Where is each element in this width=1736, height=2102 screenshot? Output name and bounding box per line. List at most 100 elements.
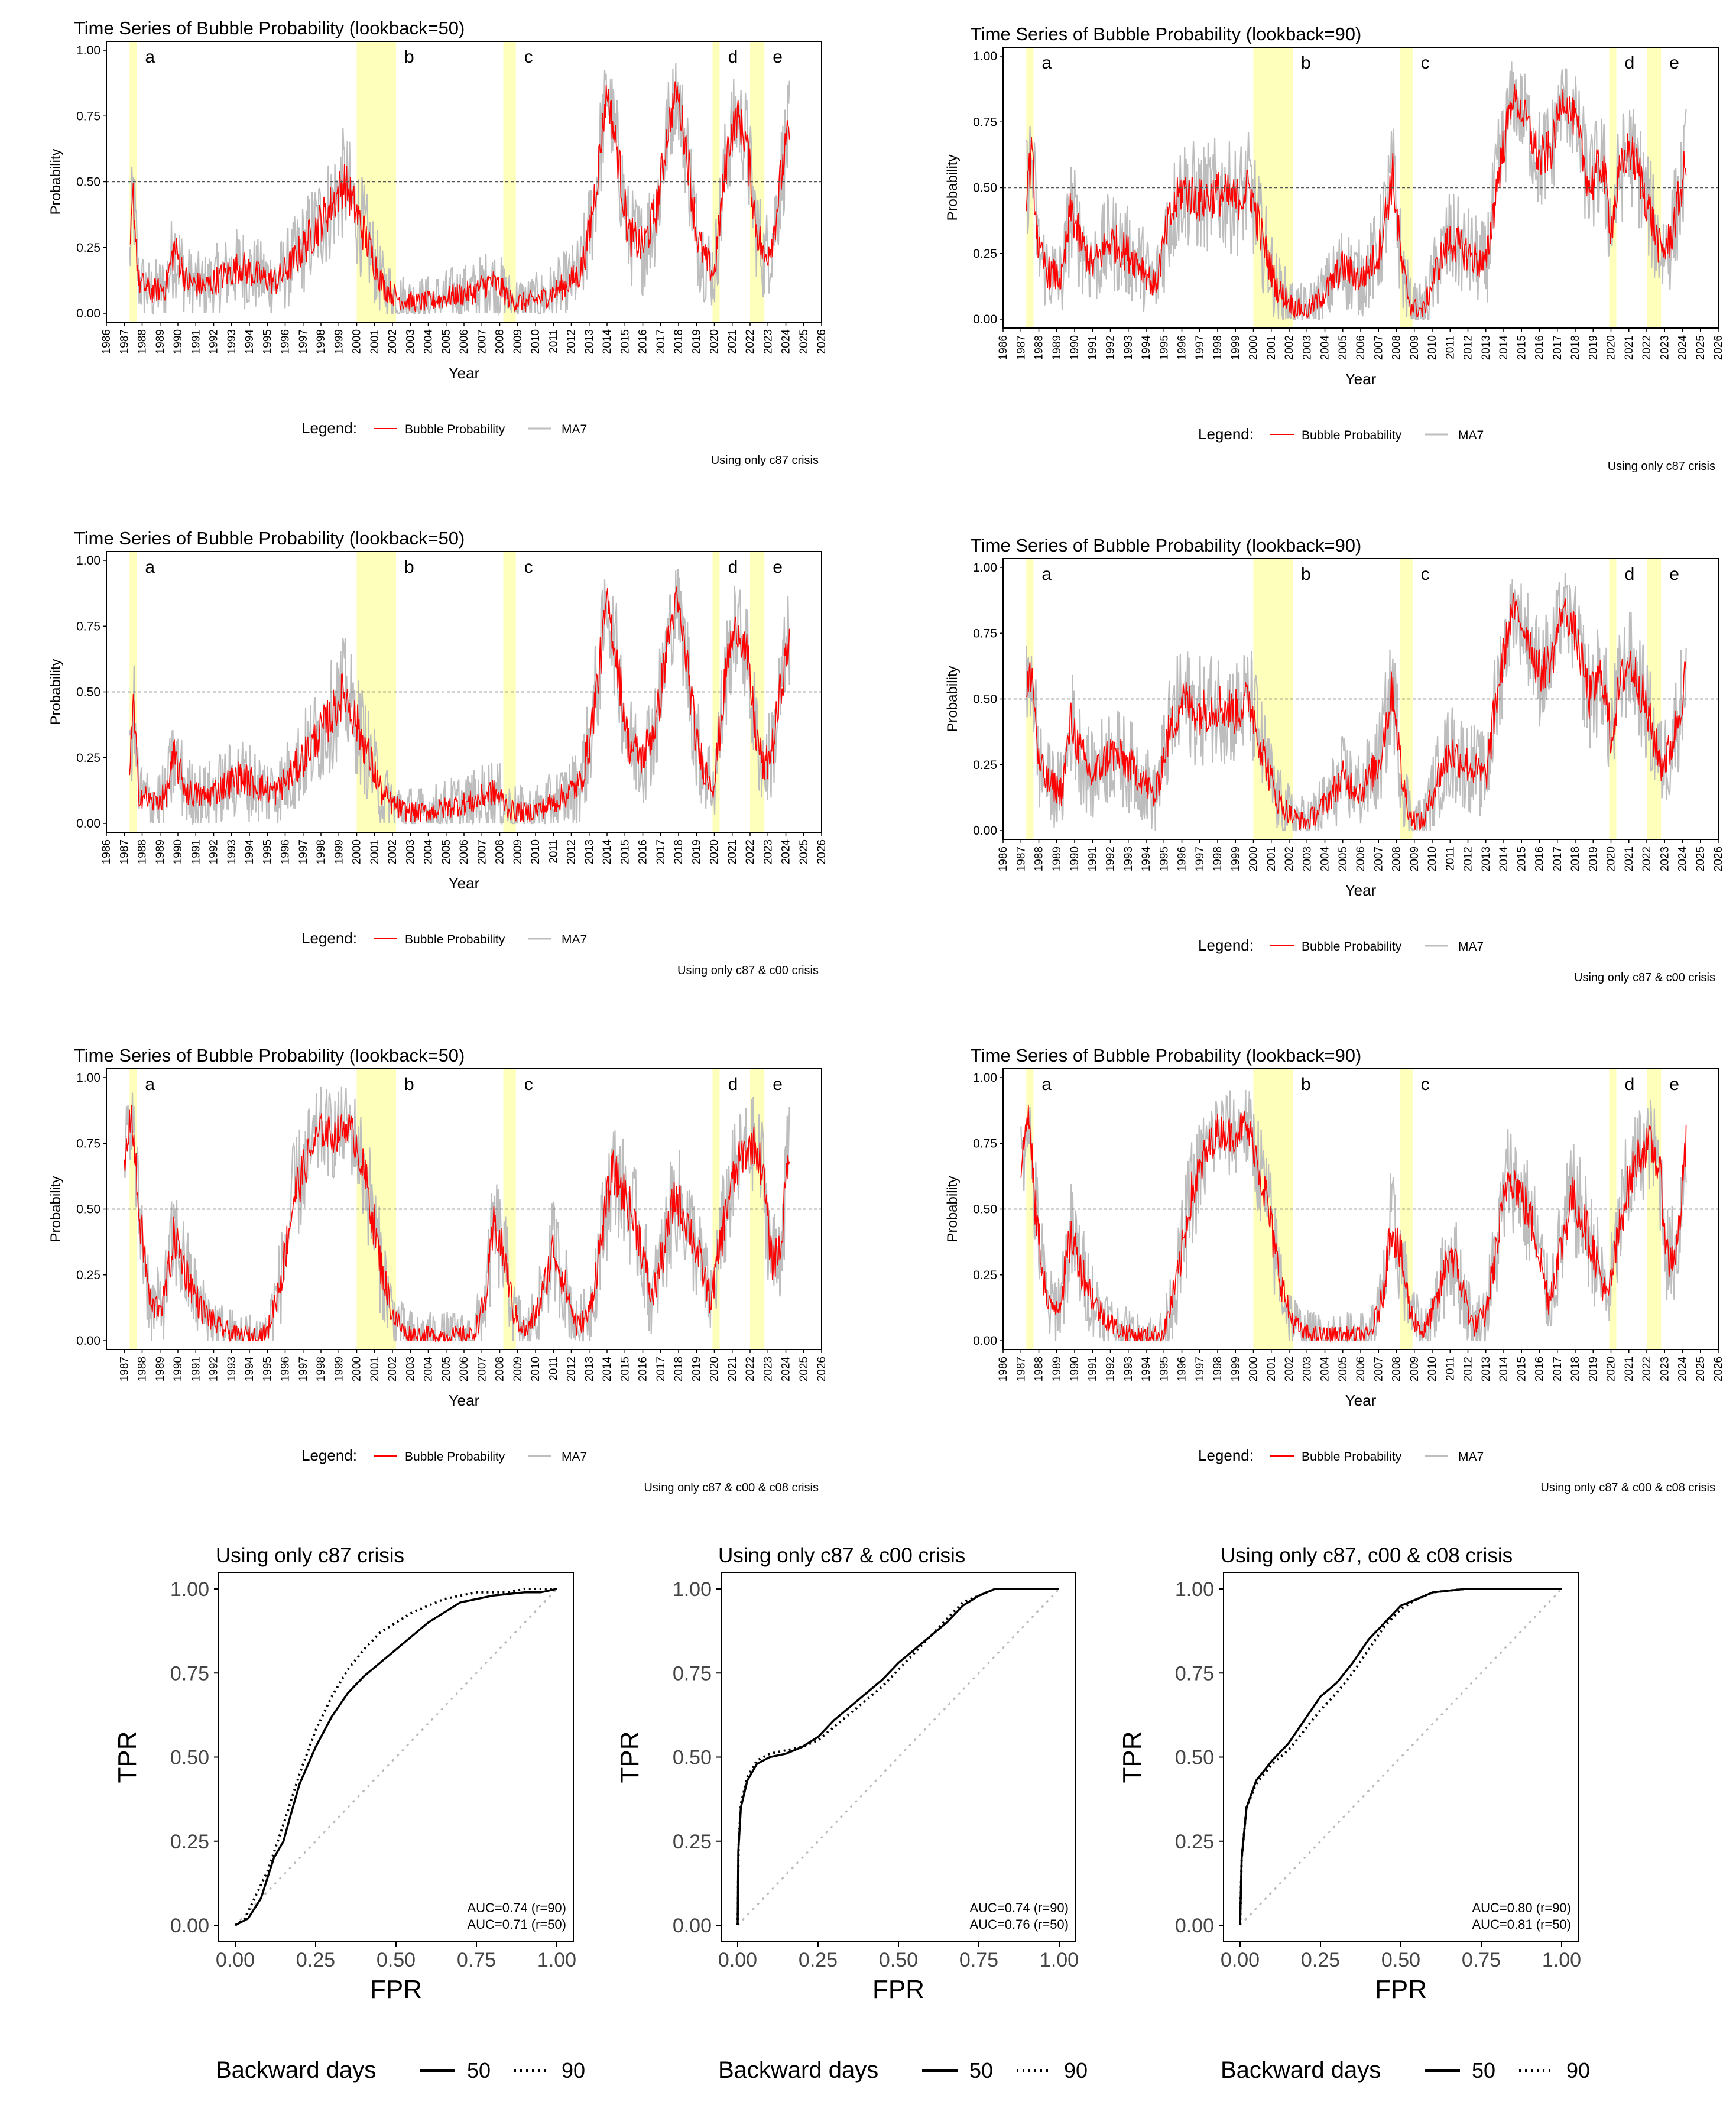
x-tick-label: 2012 [1462, 335, 1475, 360]
roc-auc-label: AUC=0.81 (r=50) [1472, 1917, 1571, 1932]
x-tick-label: 1986 [997, 846, 1010, 871]
crisis-label-e: e [773, 1075, 783, 1094]
x-tick-label: 1998 [315, 329, 327, 354]
series-bubble-probability [129, 586, 790, 823]
legend-label-bubble: Bubble Probability [1302, 429, 1402, 442]
x-tick-label: 2002 [387, 839, 399, 864]
y-tick-label: 0.25 [973, 758, 997, 772]
x-tick-label: 1990 [1069, 846, 1081, 871]
roc-curve-50 [235, 1588, 557, 1926]
x-tick-label: 2020 [709, 1357, 721, 1381]
x-tick-label: 1997 [1194, 846, 1206, 871]
panel-title: Time Series of Bubble Probability (lookb… [971, 1045, 1361, 1066]
x-tick-label: 1996 [1176, 846, 1189, 871]
y-axis-label: Probability [48, 1176, 64, 1242]
x-tick-label: 2016 [1534, 846, 1546, 871]
x-tick-label: 2019 [1587, 1357, 1599, 1381]
y-tick-label: 0.25 [76, 241, 100, 255]
crisis-label-b: b [1301, 565, 1311, 584]
y-tick-label: 0.50 [76, 686, 100, 699]
x-tick-label: 2017 [655, 839, 667, 864]
x-tick-label: 2015 [619, 839, 631, 864]
x-tick-label: 2002 [1283, 846, 1296, 871]
x-tick-label: 1996 [280, 329, 292, 354]
legend-label-bubble: Bubble Probability [405, 423, 505, 436]
x-tick-label: 2005 [440, 839, 453, 864]
x-tick-label: 2005 [440, 1357, 453, 1381]
crisis-label-a: a [1041, 1075, 1052, 1094]
x-tick-label: 2020 [1605, 1357, 1618, 1381]
crisis-label-a: a [145, 557, 155, 577]
roc-x-tick-label: 0.00 [718, 1949, 757, 1971]
x-tick-label: 2025 [798, 329, 810, 354]
x-tick-label: 1993 [1122, 1357, 1135, 1381]
x-tick-label: 2003 [1301, 846, 1313, 871]
x-tick-label: 2016 [1534, 335, 1546, 360]
y-axis-label: Probability [945, 666, 961, 732]
crisis-label-d: d [1625, 1075, 1635, 1094]
x-tick-label: 2002 [1283, 1357, 1296, 1381]
x-tick-label: 2005 [1337, 1357, 1349, 1381]
series-bubble-probability [124, 1105, 790, 1342]
x-tick-label: 1993 [1122, 846, 1135, 871]
x-tick-label: 2025 [1695, 1357, 1707, 1381]
panel-title: Time Series of Bubble Probability (lookb… [74, 528, 465, 549]
y-axis-label: Probability [945, 1176, 961, 1242]
x-tick-label: 2002 [387, 1357, 399, 1381]
x-tick-label: 2017 [1552, 335, 1564, 360]
roc-x-tick-label: 0.25 [296, 1949, 335, 1971]
legend-title: Legend: [1198, 425, 1254, 443]
roc-y-tick-label: 0.00 [1175, 1915, 1214, 1937]
x-tick-label: 2000 [351, 839, 364, 864]
series-ma7 [1026, 61, 1687, 320]
x-tick-label: 2001 [369, 329, 381, 354]
roc-legend-label-50: 50 [1472, 2058, 1495, 2082]
roc-x-tick-label: 0.25 [1301, 1949, 1340, 1971]
x-tick-label: 2023 [762, 329, 774, 354]
x-tick-label: 1991 [1086, 1357, 1099, 1381]
roc-legend-title: Backward days [1221, 2057, 1381, 2083]
series-bubble-probability [129, 81, 790, 313]
x-tick-label: 1999 [333, 329, 345, 354]
x-tick-label: 2000 [1248, 1357, 1260, 1381]
x-tick-label: 1994 [244, 329, 256, 355]
roc-diagonal [1239, 1588, 1563, 1926]
legend-title: Legend: [301, 929, 357, 947]
crisis-label-c: c [1421, 53, 1430, 73]
y-axis-label: Probability [48, 659, 64, 725]
x-tick-label: 1990 [172, 1357, 184, 1381]
roc-title: Using only c87 crisis [216, 1544, 404, 1567]
crisis-band-c [1400, 47, 1413, 328]
x-tick-label: 2022 [1641, 846, 1653, 871]
x-tick-label: 2013 [583, 839, 596, 864]
x-tick-label: 1999 [333, 1357, 345, 1381]
legend-label-ma7: MA7 [1458, 1450, 1484, 1464]
x-tick-label: 2016 [637, 329, 650, 354]
y-tick-label: 0.00 [76, 1334, 100, 1348]
ts-panel-ts-c87c00-50: Time Series of Bubble Probability (lookb… [48, 528, 828, 977]
x-tick-label: 2014 [1498, 1357, 1510, 1382]
legend-label-ma7: MA7 [1458, 940, 1484, 953]
y-tick-label: 0.75 [76, 619, 100, 633]
y-axis-label: Probability [48, 148, 64, 215]
x-tick-label: 1986 [997, 1357, 1010, 1381]
x-tick-label: 2000 [1248, 846, 1260, 871]
x-tick-label: 1998 [315, 839, 327, 864]
x-tick-label: 2024 [780, 1357, 793, 1382]
crisis-label-a: a [1041, 53, 1052, 73]
x-tick-label: 2020 [709, 839, 721, 864]
x-tick-label: 2011 [1444, 335, 1456, 359]
roc-y-tick-label: 0.25 [673, 1831, 712, 1853]
x-tick-label: 1999 [333, 839, 345, 864]
x-tick-label: 2024 [1677, 335, 1689, 361]
y-tick-label: 1.00 [76, 554, 100, 567]
roc-x-tick-label: 0.00 [216, 1949, 255, 1971]
series-bubble-probability [1020, 1105, 1687, 1342]
x-tick-label: 1988 [137, 329, 149, 354]
roc-y-tick-label: 0.50 [673, 1747, 712, 1769]
x-tick-label: 2026 [816, 329, 828, 354]
ts-panel-ts-c87c00-90: Time Series of Bubble Probability (lookb… [945, 535, 1725, 984]
x-tick-label: 1994 [1140, 1357, 1153, 1382]
x-tick-label: 2001 [369, 839, 381, 864]
roc-y-tick-label: 0.25 [1175, 1831, 1214, 1853]
